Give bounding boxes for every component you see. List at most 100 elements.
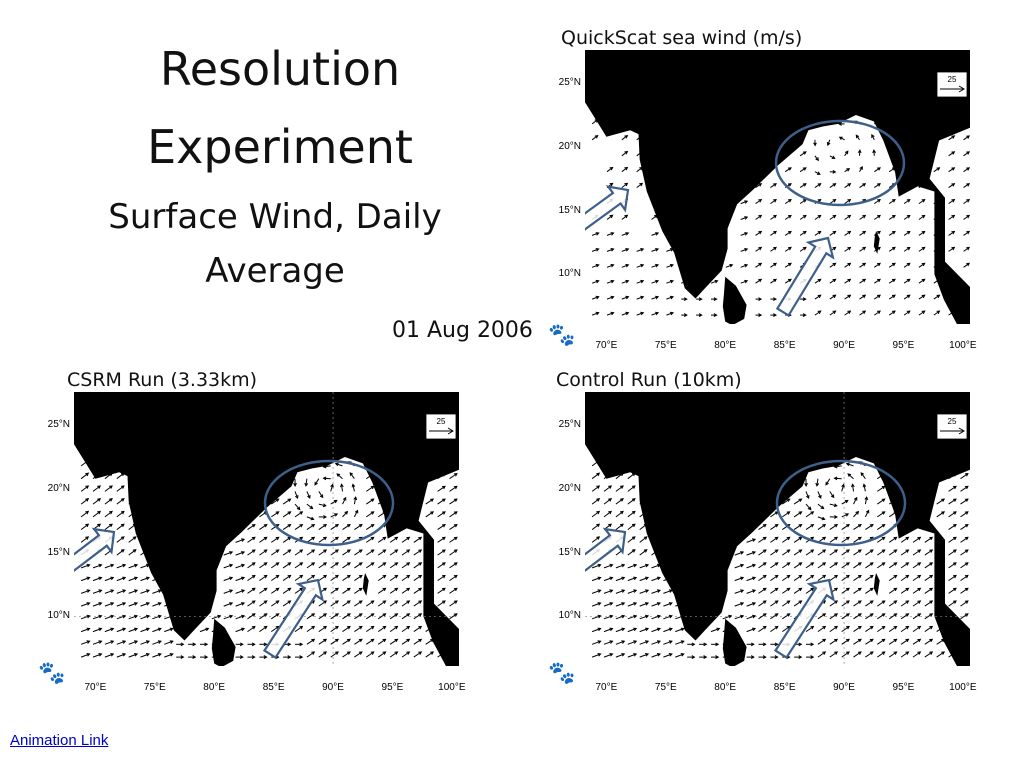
wind-vector — [770, 587, 779, 594]
wind-vector — [366, 524, 375, 531]
wind-vector — [591, 498, 601, 505]
wind-vector — [188, 655, 197, 659]
wind-vector — [342, 613, 351, 620]
slide-title: Resolution Experiment — [147, 42, 413, 174]
wind-vector — [140, 653, 150, 658]
wind-vector — [888, 167, 896, 173]
wind-vector — [814, 278, 822, 284]
wind-vector — [247, 536, 256, 543]
wind-vector — [92, 576, 103, 582]
wind-vector — [425, 498, 435, 505]
wind-vector — [330, 574, 339, 582]
landmass-andaman — [873, 231, 880, 254]
wind-vector — [235, 627, 246, 633]
wind-vector — [128, 549, 137, 556]
wind-vector — [841, 638, 850, 645]
wind-vector — [92, 627, 103, 633]
wind-vector — [924, 562, 934, 569]
paw-logo-icon: 🐾 — [548, 660, 576, 685]
wind-vector — [782, 600, 791, 607]
wind-vector — [330, 600, 339, 607]
wind-vector — [734, 551, 745, 556]
wind-vector — [805, 511, 815, 518]
wind-vector — [449, 587, 458, 594]
wind-vector — [342, 574, 351, 582]
wind-vector — [651, 640, 661, 645]
wind-vector — [377, 625, 387, 633]
wind-vector — [865, 651, 874, 658]
wind-vector — [651, 627, 661, 633]
wind-vector — [675, 602, 685, 607]
lon-tick-label: 95°E — [892, 682, 915, 693]
wind-vector — [844, 262, 852, 268]
wind-vector — [814, 171, 821, 175]
wind-vector — [354, 651, 363, 658]
wind-vector — [746, 563, 757, 569]
lat-tick-label: 25°N — [47, 419, 70, 431]
wind-vector — [857, 149, 862, 156]
wind-vector — [782, 587, 791, 594]
wind-vector — [330, 651, 339, 658]
wind-vector — [294, 549, 304, 556]
wind-vector — [437, 524, 446, 531]
wind-vector — [80, 523, 90, 531]
lon-tick-label: 75°E — [654, 340, 677, 351]
wind-vector — [865, 574, 874, 582]
wind-vector — [696, 297, 703, 302]
wind-vector — [933, 167, 941, 173]
wind-vector — [80, 589, 91, 594]
wind-vector — [782, 562, 791, 569]
wind-vector — [784, 246, 792, 252]
wind-vector — [755, 246, 763, 252]
wind-vector — [366, 613, 375, 620]
wind-vector — [918, 230, 926, 236]
wind-vector — [829, 515, 839, 519]
wind-vector — [912, 574, 922, 582]
wind-vector — [318, 613, 328, 620]
wind-vector — [621, 263, 630, 268]
wind-vector — [318, 515, 328, 519]
wind-vector — [389, 587, 399, 594]
wind-vector — [877, 625, 886, 633]
wind-vector — [80, 563, 91, 569]
wind-vector — [342, 651, 351, 658]
wind-vector — [639, 640, 650, 645]
wind-vector — [651, 614, 661, 620]
wind-vector — [758, 625, 767, 633]
wind-vector — [859, 230, 867, 236]
wind-vector — [844, 199, 852, 205]
wind-vector — [366, 600, 375, 607]
wind-vector — [591, 523, 601, 531]
wind-vector — [591, 248, 600, 252]
wind-vector — [627, 523, 636, 530]
wind-vector — [912, 638, 922, 645]
wind-vector — [770, 297, 778, 302]
wind-vector — [401, 587, 411, 594]
wind-vector — [675, 627, 685, 633]
wind-vector — [366, 498, 375, 505]
wind-vector — [354, 638, 363, 645]
wind-vector — [888, 613, 898, 620]
wind-vector — [615, 485, 624, 492]
wind-vector — [799, 183, 807, 189]
wind-vector — [874, 294, 881, 300]
wind-vector — [948, 600, 957, 607]
lat-tick-label: 20°N — [558, 482, 581, 494]
wind-vector — [859, 166, 863, 172]
wind-vector — [354, 562, 363, 569]
wind-vector — [924, 549, 934, 556]
wind-vector — [817, 613, 827, 620]
wind-vector — [817, 549, 827, 556]
wind-vector — [306, 638, 316, 645]
wind-vector — [437, 651, 446, 658]
wind-vector — [711, 313, 718, 317]
wind-vector — [770, 562, 779, 569]
wind-vector — [615, 589, 626, 594]
wind-vector — [817, 524, 827, 531]
wind-vector — [933, 294, 941, 300]
animation-link[interactable]: Animation Link — [10, 732, 109, 749]
wind-vector — [92, 602, 103, 607]
wind-vector — [342, 562, 351, 569]
wind-vector — [841, 651, 850, 658]
wind-vector — [814, 294, 822, 300]
